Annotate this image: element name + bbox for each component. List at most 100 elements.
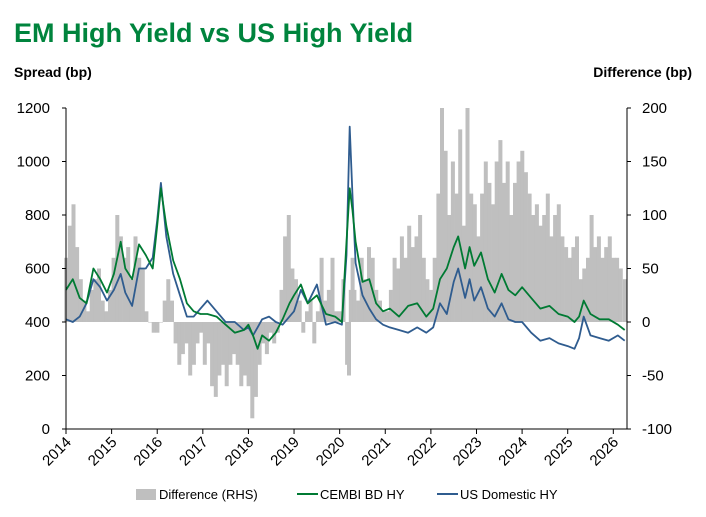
right-tick-label: 100 [642, 207, 667, 224]
difference-bar [560, 236, 565, 322]
difference-bar [586, 257, 590, 322]
difference-bar [315, 311, 320, 322]
difference-bar [600, 257, 605, 322]
difference-bar [520, 150, 525, 322]
difference-bar [494, 161, 499, 322]
series-lines-layer [65, 125, 626, 350]
difference-bar [129, 279, 134, 322]
difference-bar [450, 161, 455, 322]
difference-bar [432, 257, 437, 322]
right-tick-label: 150 [642, 154, 667, 171]
x-tick-label: 2022 [404, 434, 440, 470]
difference-bar [542, 215, 547, 322]
difference-bar [476, 236, 481, 322]
difference-bar [151, 322, 156, 333]
right-tick-label: 200 [642, 100, 667, 117]
difference-bar [447, 215, 452, 322]
difference-bar [78, 279, 83, 322]
legend-cembi-label: CEMBI BD HY [320, 487, 405, 502]
difference-bar [392, 257, 397, 322]
difference-bar [436, 193, 441, 322]
difference-bar [618, 268, 623, 322]
difference-bar [622, 279, 627, 322]
difference-bar [326, 289, 331, 322]
difference-bar [100, 300, 105, 322]
difference-bar [319, 257, 324, 322]
left-tick-label: 400 [25, 314, 50, 331]
difference-bar [268, 322, 273, 333]
difference-bar [137, 257, 142, 322]
difference-bar [425, 279, 430, 322]
difference-bar [516, 161, 521, 322]
difference-bar [491, 204, 496, 322]
difference-bar [454, 193, 459, 322]
difference-bar [502, 182, 506, 322]
x-tick-label: 2016 [130, 434, 166, 470]
difference-bar [567, 257, 572, 322]
difference-bar [505, 161, 510, 322]
difference-bar [553, 215, 558, 322]
difference-bar [210, 322, 215, 387]
difference-bar [115, 215, 120, 322]
legend-difference-label: Difference (RHS) [159, 487, 258, 502]
difference-bar [410, 247, 415, 322]
difference-bar [67, 225, 72, 322]
difference-bar [498, 140, 503, 322]
difference-bar [144, 311, 149, 322]
difference-bar [549, 236, 554, 322]
difference-bar [367, 247, 371, 322]
difference-bar [596, 236, 601, 322]
difference-bar [239, 322, 244, 387]
difference-bar [396, 268, 401, 322]
left-tick-label: 600 [25, 261, 50, 278]
difference-bar [301, 322, 306, 333]
difference-bar [82, 300, 87, 322]
difference-bar [571, 247, 576, 322]
difference-bar [564, 247, 569, 322]
difference-bar [487, 182, 492, 322]
difference-bar [538, 225, 543, 322]
difference-bar [290, 268, 295, 322]
difference-bar [162, 300, 167, 322]
x-tick-label: 2014 [39, 434, 75, 470]
x-tick-label: 2018 [222, 434, 258, 470]
difference-bar [615, 257, 620, 322]
difference-bar [312, 322, 317, 344]
difference-bar [297, 300, 302, 322]
difference-bar [261, 322, 266, 344]
difference-bar [593, 247, 598, 322]
difference-bar [607, 236, 612, 322]
difference-bar [86, 311, 91, 322]
difference-bar [253, 322, 258, 397]
x-tick-label: 2015 [85, 434, 121, 470]
difference-bar [305, 311, 309, 322]
difference-bar [286, 215, 291, 322]
legend-difference-swatch [136, 489, 156, 500]
difference-bar [523, 172, 528, 322]
difference-bar [272, 322, 277, 344]
difference-bar [108, 289, 112, 322]
difference-bar [243, 322, 247, 376]
difference-bar [440, 108, 444, 322]
left-tick-label: 800 [25, 207, 50, 224]
difference-bar [294, 279, 298, 322]
difference-bar [509, 215, 514, 322]
right-tick-label: -100 [642, 421, 672, 438]
difference-bar [378, 300, 382, 322]
difference-bar [534, 204, 539, 322]
difference-bar [93, 279, 98, 322]
difference-bar [556, 204, 561, 322]
difference-bar [71, 204, 76, 322]
x-tick-label: 2025 [541, 434, 577, 470]
difference-bar [385, 311, 390, 322]
x-tick-label: 2019 [267, 434, 303, 470]
difference-bar [104, 311, 109, 322]
difference-bar [191, 322, 196, 365]
difference-bar [246, 322, 251, 387]
difference-bar [469, 193, 474, 322]
difference-bar [195, 322, 200, 344]
difference-bar [461, 225, 466, 322]
difference-bar [177, 322, 182, 365]
difference-bar [140, 268, 145, 322]
